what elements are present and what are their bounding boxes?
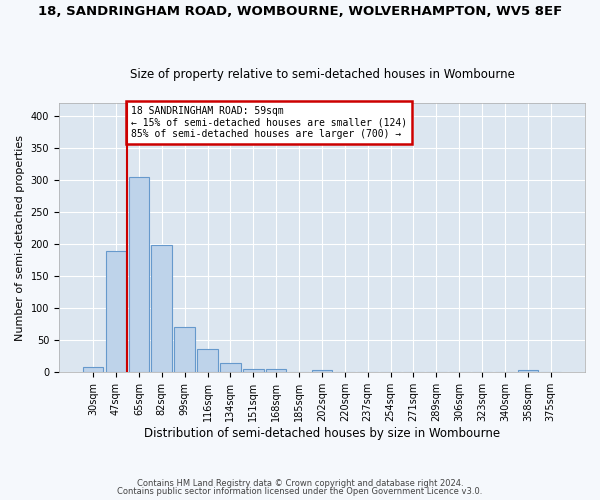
Bar [220,362,241,372]
Y-axis label: Number of semi-detached properties: Number of semi-detached properties [15,134,25,340]
Bar [83,366,103,372]
Text: Contains public sector information licensed under the Open Government Licence v3: Contains public sector information licen… [118,487,482,496]
Bar [151,244,172,372]
Bar [243,369,263,372]
Bar [311,370,332,372]
X-axis label: Distribution of semi-detached houses by size in Wombourne: Distribution of semi-detached houses by … [144,427,500,440]
Text: Contains HM Land Registry data © Crown copyright and database right 2024.: Contains HM Land Registry data © Crown c… [137,478,463,488]
Bar [175,328,195,372]
Bar [518,370,538,372]
Bar [197,350,218,372]
Bar [266,369,286,372]
Text: 18 SANDRINGHAM ROAD: 59sqm
← 15% of semi-detached houses are smaller (124)
85% o: 18 SANDRINGHAM ROAD: 59sqm ← 15% of semi… [131,106,407,140]
Text: 18, SANDRINGHAM ROAD, WOMBOURNE, WOLVERHAMPTON, WV5 8EF: 18, SANDRINGHAM ROAD, WOMBOURNE, WOLVERH… [38,5,562,18]
Bar [106,251,126,372]
Title: Size of property relative to semi-detached houses in Wombourne: Size of property relative to semi-detach… [130,68,514,81]
Bar [128,176,149,372]
